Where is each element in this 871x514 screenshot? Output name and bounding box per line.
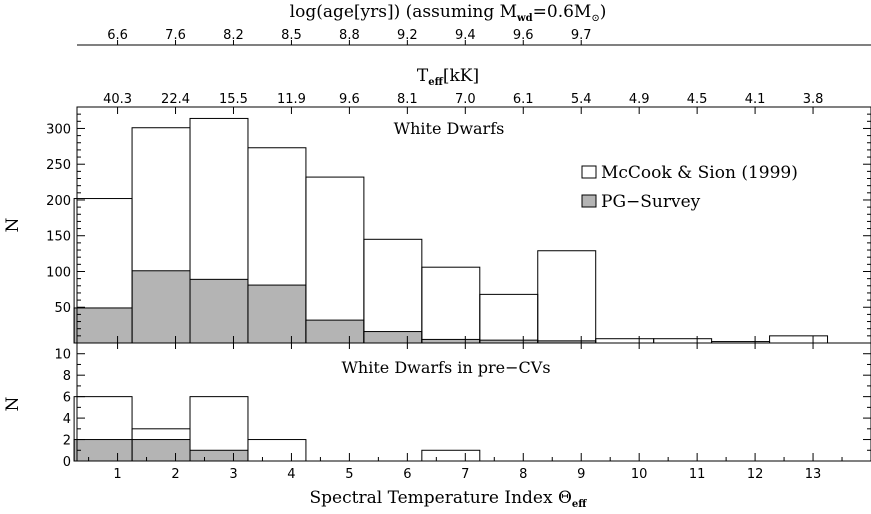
upper-open-bar	[653, 338, 713, 344]
upper-filled-bar	[131, 270, 191, 344]
teff-tick-label: 4.9	[629, 92, 650, 107]
lower-filled-bars	[73, 439, 249, 462]
upper-y-tick-label: 150	[46, 230, 71, 245]
teff-tick-label: 7.0	[455, 92, 476, 107]
teff-tick-label: 3.8	[803, 92, 824, 107]
upper-y-tick-label: 200	[46, 194, 71, 209]
upper-y-tick-label: 250	[46, 158, 71, 173]
upper-open-bars	[73, 117, 829, 344]
teff-tick-label: 8.1	[397, 92, 418, 107]
teff-tick-label: 5.4	[571, 92, 592, 107]
upper-open-bar	[769, 335, 829, 344]
lower-filled-bar	[73, 439, 133, 462]
upper-filled-bar	[363, 331, 423, 344]
lower-x-tick-label: 13	[805, 467, 822, 482]
age-axis-ticks: 6.6 7.6 8.2 8.5 8.8 9.2 9.4 9.6 9.7	[107, 28, 592, 45]
lower-x-tick-label: 10	[631, 467, 648, 482]
teff-tick-label: 11.9	[277, 92, 306, 107]
teff-tick-label: 15.5	[219, 92, 248, 107]
teff-axis-ticks: 40.3 22.4 15.5 11.9 9.6 8.1 7.0 6.1 5.4 4.9 4.5 4.1…	[103, 92, 823, 107]
age-axis-mid: =0.6M	[533, 2, 592, 22]
lower-x-tick-label: 7	[461, 467, 469, 482]
upper-y-axis-label: N	[3, 217, 23, 232]
lower-y-tick-label: 4	[63, 412, 71, 427]
age-tick-label: 9.4	[455, 28, 476, 43]
lower-x-tick-label: 3	[229, 467, 237, 482]
age-axis-post: )	[600, 2, 607, 22]
lower-x-tick-label: 1	[113, 467, 121, 482]
legend-swatch-filled	[581, 194, 597, 208]
legend-label-open: McCook & Sion (1999)	[601, 163, 798, 183]
upper-panel-title: White Dwarfs	[394, 119, 505, 138]
lower-x-tick-label: 12	[747, 467, 764, 482]
age-tick-label: 9.2	[397, 28, 418, 43]
x-axis-label-sub: eff	[572, 499, 587, 510]
lower-x-tick-label: 5	[345, 467, 353, 482]
lower-y-axis-label: N	[3, 396, 23, 411]
age-axis-title: log(age[yrs]) (assuming Mwd=0.6M⊙)	[290, 2, 607, 24]
lower-x-tick-label: 2	[171, 467, 179, 482]
age-tick-label: 9.7	[571, 28, 592, 43]
lower-y-tick-label: 10	[54, 348, 71, 363]
lower-x-ticks: 1 2 3 4 5 6 7 8 9 10 11 12 13	[88, 343, 843, 482]
teff-tick-label: 9.6	[339, 92, 360, 107]
lower-open-bar	[247, 439, 307, 462]
upper-x-ticks	[117, 107, 814, 343]
lower-x-tick-label: 4	[287, 467, 295, 482]
upper-filled-bar	[73, 307, 133, 344]
upper-filled-bar	[247, 284, 307, 344]
age-axis-sub-sun: ⊙	[591, 13, 599, 24]
lower-plot-frame	[76, 342, 871, 462]
teff-axis-title: Teff[kK]	[417, 66, 479, 88]
lower-y-tick-label: 2	[63, 434, 71, 449]
legend-swatch-open	[581, 165, 597, 179]
lower-open-bar	[421, 449, 481, 462]
upper-panel: 50 100 150 200 250 300 White Dwarfs N	[3, 106, 871, 344]
teff-axis-tail: [kK]	[443, 66, 479, 86]
lower-y-tick-label: 8	[63, 369, 71, 384]
lower-y-tick-label: 6	[63, 391, 71, 406]
legend-label-filled: PG−Survey	[601, 192, 701, 212]
teff-tick-label: 4.5	[687, 92, 708, 107]
teff-tick-label: 6.1	[513, 92, 534, 107]
x-axis-label: Spectral Temperature Index Θeff	[310, 488, 588, 510]
upper-open-bar	[421, 266, 481, 344]
lower-y-tick-label: 0	[63, 455, 71, 470]
upper-filled-bars	[73, 270, 597, 344]
lower-x-tick-label: 8	[519, 467, 527, 482]
lower-filled-bar	[131, 439, 191, 462]
upper-filled-bar	[421, 338, 481, 344]
lower-x-tick-label: 6	[403, 467, 411, 482]
upper-open-bar	[479, 293, 539, 344]
upper-filled-bar	[189, 278, 249, 344]
lower-x-tick-label: 9	[577, 467, 585, 482]
age-tick-label: 7.6	[165, 28, 186, 43]
age-tick-label: 8.5	[281, 28, 302, 43]
teff-axis-sub: eff	[428, 77, 443, 88]
upper-open-bar	[537, 250, 597, 344]
age-tick-label: 9.6	[513, 28, 534, 43]
age-axis-sub-wd: wd	[516, 13, 533, 24]
upper-filled-bar	[305, 319, 365, 344]
age-tick-label: 8.8	[339, 28, 360, 43]
legend: McCook & Sion (1999) PG−Survey	[581, 163, 798, 212]
upper-y-tick-label: 300	[46, 122, 71, 137]
teff-tick-label: 22.4	[161, 92, 190, 107]
teff-tick-label: 40.3	[103, 92, 132, 107]
teff-tick-label: 4.1	[745, 92, 766, 107]
lower-y-ticks: 0 2 4 6 8 10	[54, 348, 871, 470]
lower-x-tick-label: 11	[689, 467, 706, 482]
lower-filled-bar	[189, 449, 249, 462]
upper-y-tick-label: 100	[46, 265, 71, 280]
age-tick-label: 6.6	[107, 28, 128, 43]
upper-open-bar	[305, 176, 365, 344]
upper-open-bar	[363, 238, 423, 344]
upper-y-tick-label: 50	[54, 301, 71, 316]
age-tick-label: 8.2	[223, 28, 244, 43]
upper-open-bar	[595, 338, 655, 344]
upper-y-ticks: 50 100 150 200 250 300	[46, 113, 871, 337]
lower-panel-title: White Dwarfs in pre−CVs	[341, 358, 550, 377]
